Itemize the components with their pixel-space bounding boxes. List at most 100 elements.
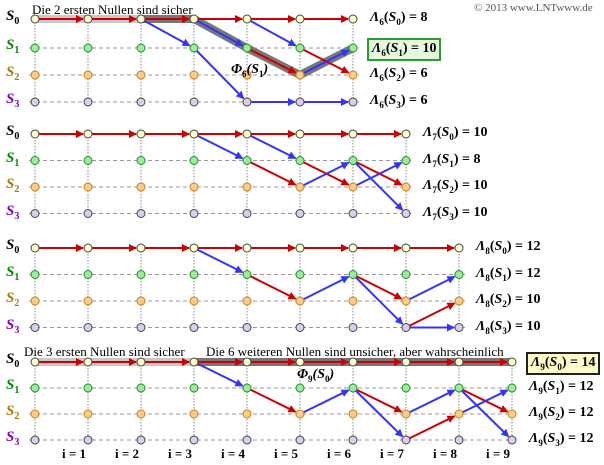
state-index: 2 [14, 411, 20, 422]
path-metric-s1: Λ7(S1) = 8 [423, 151, 481, 169]
path-metric-s3: Λ9(S3) = 12 [529, 431, 594, 448]
state-node-s1 [189, 270, 199, 279]
metric-value: 10 [526, 318, 541, 334]
state-node-s0 [454, 243, 464, 253]
state-letter: S [6, 403, 15, 419]
state-node-s3 [83, 435, 93, 445]
state-node-s0 [83, 14, 93, 24]
state-node-s0 [401, 357, 411, 367]
metric-value: 8 [420, 10, 428, 25]
state-node-s3 [242, 209, 252, 218]
state-node-s1 [348, 383, 358, 393]
state-node-s2 [189, 70, 199, 80]
state-node-s0 [83, 357, 93, 367]
branch-blue [193, 247, 244, 274]
state-node-s3 [136, 97, 146, 107]
branch-blue [405, 389, 456, 415]
state-node-s1 [30, 43, 40, 53]
state-node-s3 [242, 97, 252, 107]
state-index: 2 [14, 72, 20, 83]
metric-value: 10 [473, 125, 488, 140]
branch-blue [405, 275, 456, 302]
state-node-s3 [83, 323, 93, 332]
state-node-s3 [348, 323, 358, 332]
metric-value: 10 [473, 178, 488, 193]
metric-value: 6 [420, 93, 428, 108]
state-node-s1 [30, 270, 40, 279]
state-node-s2 [454, 409, 464, 419]
state-label-s2: S2 [6, 290, 19, 309]
state-node-s1 [242, 270, 252, 279]
path-metric-s0: Λ9(S0) = 14 [526, 352, 601, 375]
state-node-s3 [295, 435, 305, 445]
state-label-s1: S1 [6, 377, 19, 396]
state-node-s2 [189, 182, 199, 192]
state-node-s0 [401, 243, 411, 253]
state-node-s3 [348, 435, 358, 445]
state-node-s0 [189, 129, 199, 139]
state-index: 0 [14, 131, 20, 142]
state-node-s2 [242, 409, 252, 419]
note-uncertain-zeros-p4: Die 6 weiteren Nullen sind unsicher, abe… [206, 344, 504, 359]
state-node-s3 [189, 435, 199, 445]
state-node-s3 [348, 97, 358, 107]
state-node-s1 [295, 43, 305, 53]
state-node-s0 [348, 243, 358, 253]
branch-red [405, 302, 456, 329]
branch-blue [193, 47, 245, 100]
path-metric-s0: Λ7(S0) = 10 [423, 125, 488, 142]
metric-value: 10 [526, 292, 541, 307]
state-node-s3 [242, 435, 252, 445]
state-letter: S [6, 316, 15, 333]
state-node-s3 [401, 435, 411, 445]
state-label-s0: S0 [6, 237, 19, 256]
time-label: i = 4 [221, 446, 246, 461]
state-node-s1 [83, 156, 93, 165]
state-label-s1: S1 [6, 37, 19, 56]
path-metric-s3: Λ6(S3) = 6 [370, 93, 428, 110]
branch-blue [193, 361, 244, 387]
state-node-s0 [30, 129, 40, 139]
state-letter: S [6, 149, 15, 166]
branch-blue [352, 159, 404, 211]
state-node-s3 [295, 209, 305, 218]
state-node-s0 [348, 14, 358, 24]
state-node-s3 [507, 435, 517, 445]
state-node-s1 [30, 156, 40, 165]
state-node-s1 [242, 43, 252, 53]
state-node-s0 [83, 129, 93, 139]
state-node-s0 [83, 243, 93, 253]
state-node-s0 [189, 14, 199, 24]
path-metric-s1: Λ9(S1) = 12 [529, 379, 594, 396]
branch-red [405, 415, 456, 441]
state-node-s2 [295, 409, 305, 419]
state-node-s0 [136, 129, 146, 139]
state-node-s3 [189, 323, 199, 332]
state-node-s0 [189, 357, 199, 367]
state-node-s2 [507, 409, 517, 419]
state-node-s2 [295, 70, 305, 80]
state-node-s1 [136, 43, 146, 53]
state-node-s0 [30, 243, 40, 253]
state-letter: S [6, 290, 15, 306]
state-node-s0 [30, 357, 40, 367]
state-label-s3: S3 [6, 317, 19, 336]
state-node-s3 [295, 323, 305, 332]
state-index: 3 [14, 324, 20, 336]
state-node-s3 [83, 209, 93, 218]
note-certain-zeros-p4: Die 3 ersten Nullen sind sicher [24, 344, 185, 359]
state-node-s1 [401, 156, 411, 165]
state-node-s0 [454, 357, 464, 367]
branch-blue [299, 49, 350, 76]
metric-value: 14 [581, 355, 596, 370]
branch-blue [246, 18, 297, 47]
state-index: 0 [14, 359, 20, 370]
state-node-s1 [454, 383, 464, 393]
state-letter: S [6, 8, 15, 24]
metric-value: 12 [579, 405, 594, 420]
path-metric-s2: Λ9(S2) = 12 [529, 405, 594, 422]
state-node-s0 [348, 129, 358, 139]
state-node-s1 [295, 156, 305, 165]
branch-blue [352, 273, 404, 325]
